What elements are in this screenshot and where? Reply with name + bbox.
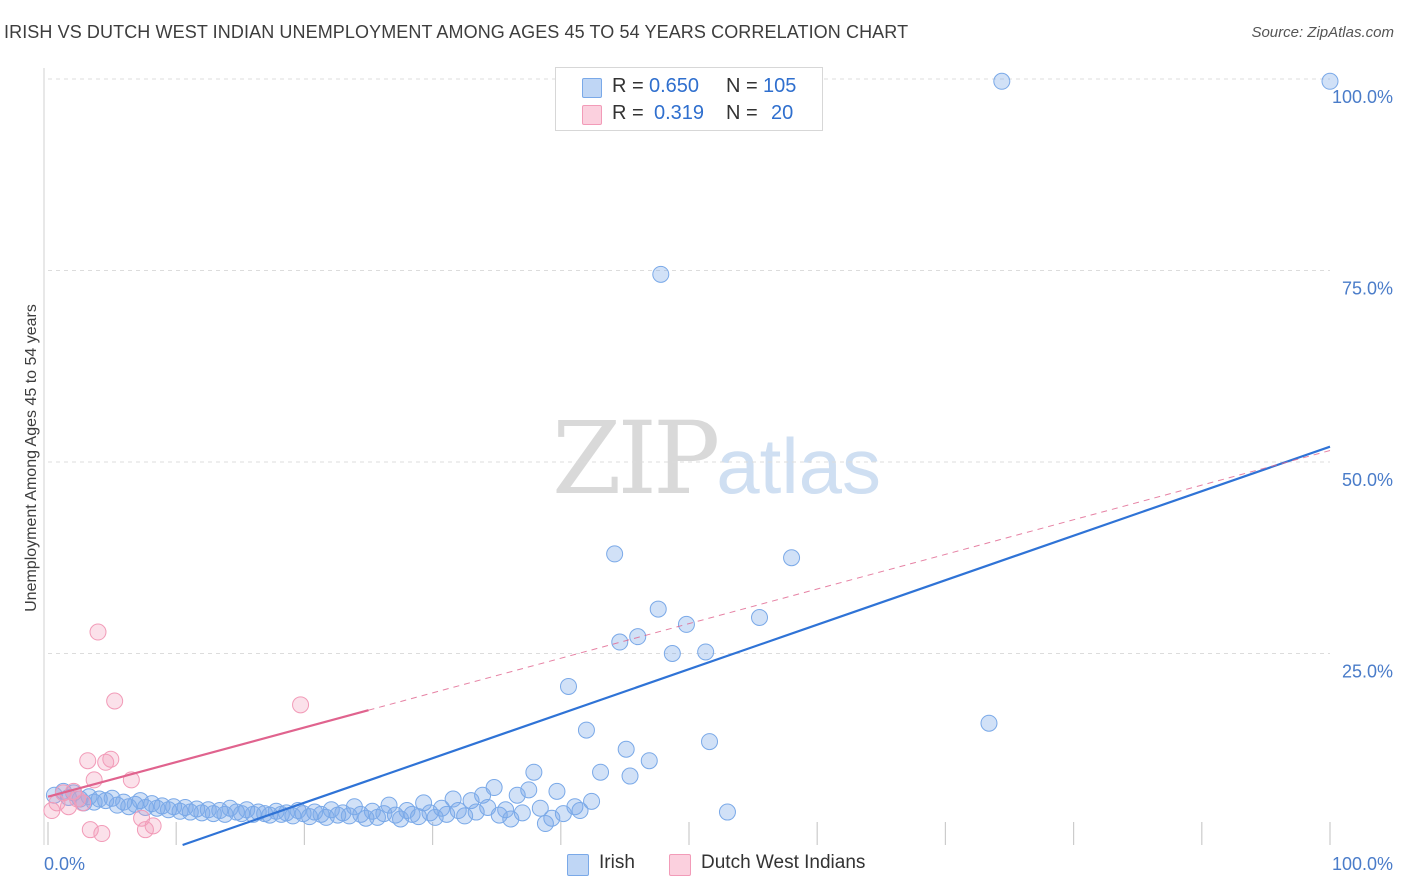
legend-r-label: R = bbox=[612, 75, 644, 97]
irish-point bbox=[783, 549, 801, 567]
dutch-point bbox=[74, 794, 92, 812]
legend-r-value: 0.319 bbox=[654, 102, 705, 124]
legend-r-label: R = bbox=[612, 102, 644, 124]
bottom-swatch-irish bbox=[567, 854, 589, 876]
bottom-legend-irish-label: Irish bbox=[599, 852, 635, 873]
source-label: Source: ZipAtlas.com bbox=[1251, 24, 1394, 41]
irish-point bbox=[312, 805, 330, 823]
irish-point bbox=[649, 600, 667, 618]
irish-point bbox=[525, 763, 543, 781]
irish-point bbox=[701, 733, 719, 751]
irish-point bbox=[617, 740, 635, 758]
dutch-trend-line bbox=[47, 709, 369, 798]
irish-point bbox=[415, 794, 433, 812]
irish-point bbox=[980, 714, 998, 732]
y-tick-label: 100.0% bbox=[1332, 87, 1393, 107]
irish-point bbox=[531, 799, 549, 817]
dutch-trend-extension bbox=[368, 450, 1331, 711]
x-tick-label-left: 0.0% bbox=[44, 854, 85, 874]
irish-point bbox=[697, 643, 715, 661]
dutch-point bbox=[93, 825, 111, 843]
x-tick-labels: 0.0% 100.0% bbox=[44, 854, 1393, 874]
dutch-point bbox=[106, 692, 124, 710]
y-tick-labels: 100.0% 75.0% 50.0% 25.0% bbox=[1332, 87, 1393, 682]
legend-row-dutch: R = 0.319 N = 20 bbox=[556, 100, 822, 128]
irish-point bbox=[583, 792, 601, 810]
dutch-series bbox=[43, 623, 310, 843]
irish-point bbox=[520, 781, 538, 799]
trend-lines bbox=[47, 445, 1331, 847]
irish-point bbox=[403, 805, 421, 823]
irish-series bbox=[45, 72, 1339, 833]
dutch-point bbox=[97, 753, 115, 771]
irish-point bbox=[606, 545, 624, 563]
watermark-atlas: atlas bbox=[716, 422, 882, 510]
dutch-point bbox=[89, 623, 107, 641]
y-tick-label: 25.0% bbox=[1342, 662, 1393, 682]
irish-point bbox=[718, 803, 736, 821]
legend-swatch-irish bbox=[582, 78, 602, 98]
y-tick-label: 75.0% bbox=[1342, 279, 1393, 299]
dutch-point bbox=[102, 750, 120, 768]
irish-point bbox=[485, 779, 503, 797]
irish-point bbox=[513, 804, 531, 822]
irish-point bbox=[621, 767, 639, 785]
dutch-point bbox=[136, 821, 154, 839]
legend-box: R = 0.650 N = 105 R = 0.319 N = 20 bbox=[555, 67, 823, 131]
irish-point bbox=[284, 807, 302, 825]
bottom-legend-dutch: Dutch West Indians bbox=[669, 852, 909, 876]
legend-row-irish: R = 0.650 N = 105 bbox=[556, 73, 822, 101]
irish-point bbox=[592, 763, 610, 781]
x-tick-label-right: 100.0% bbox=[1332, 854, 1393, 874]
irish-point bbox=[1321, 72, 1339, 90]
dutch-point bbox=[79, 752, 97, 770]
legend-r-value: 0.650 bbox=[649, 75, 700, 97]
irish-point bbox=[548, 782, 566, 800]
irish-point bbox=[611, 633, 629, 651]
chart-title: IRISH VS DUTCH WEST INDIAN UNEMPLOYMENT … bbox=[4, 22, 909, 42]
irish-point bbox=[663, 645, 681, 662]
bottom-legend-dutch-label: Dutch West Indians bbox=[701, 852, 866, 873]
legend-n-label: N = bbox=[726, 102, 758, 124]
irish-point bbox=[90, 790, 108, 808]
irish-point bbox=[143, 795, 161, 813]
legend-swatch-dutch bbox=[582, 105, 602, 125]
irish-point bbox=[577, 721, 595, 739]
y-tick-label: 50.0% bbox=[1342, 470, 1393, 490]
legend-n-value: 105 bbox=[763, 75, 797, 97]
irish-point bbox=[629, 628, 647, 646]
bottom-swatch-dutch bbox=[669, 854, 691, 876]
dutch-point bbox=[144, 817, 162, 835]
legend-n-value: 20 bbox=[771, 102, 794, 124]
irish-trend-line bbox=[182, 445, 1331, 847]
irish-point bbox=[571, 802, 589, 820]
irish-point bbox=[751, 608, 769, 626]
irish-point bbox=[497, 801, 515, 819]
dutch-point bbox=[292, 696, 310, 714]
watermark-zip: ZIP bbox=[552, 400, 720, 517]
irish-point bbox=[559, 677, 577, 695]
legend-n-label: N = bbox=[726, 75, 758, 97]
gridlines bbox=[43, 68, 1331, 845]
irish-point bbox=[380, 796, 398, 814]
irish-point bbox=[677, 615, 695, 633]
irish-point bbox=[652, 265, 670, 283]
watermark: ZIPatlas bbox=[552, 400, 881, 517]
irish-point bbox=[993, 72, 1011, 90]
irish-point bbox=[640, 752, 658, 770]
